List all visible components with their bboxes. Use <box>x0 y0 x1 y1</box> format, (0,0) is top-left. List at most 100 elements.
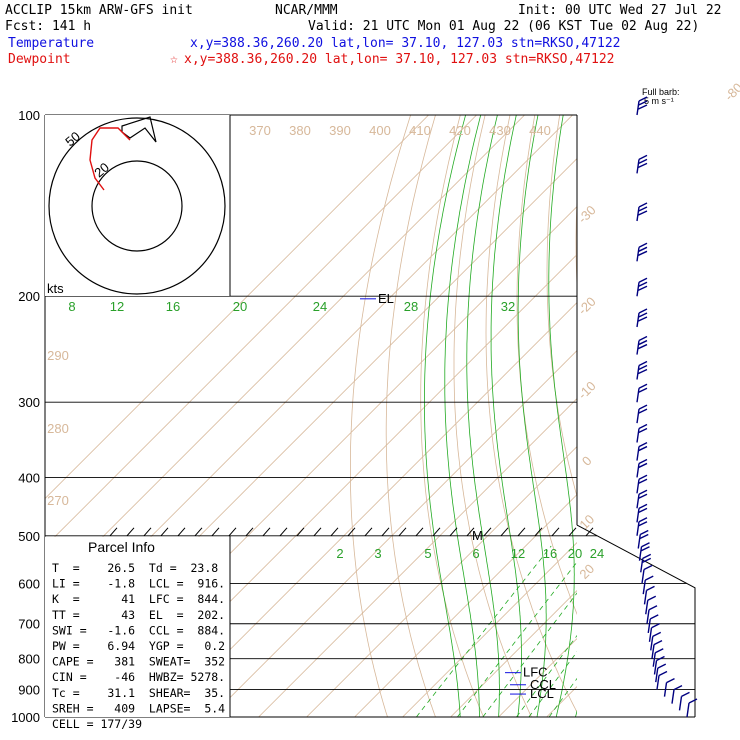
hatch-mark <box>517 527 526 537</box>
wind-barb-flag <box>638 445 648 452</box>
isotherm-line <box>306 446 577 717</box>
dry-adiabat-line <box>709 115 740 717</box>
isotherm-line <box>402 542 577 717</box>
wind-barb-staff <box>636 365 640 380</box>
hatch-mark <box>313 527 322 537</box>
wind-barb-staff <box>636 282 640 297</box>
wind-barb-flag <box>646 585 655 591</box>
hatch-mark <box>432 527 441 537</box>
wind-barb-flag <box>641 542 650 548</box>
dry-adiabat-line <box>516 115 577 616</box>
org-label: NCAR/MMM <box>275 3 338 18</box>
wind-barb-flag <box>638 246 648 252</box>
wind-barb-staff <box>646 609 650 624</box>
wind-barb-flag <box>649 614 659 620</box>
isotherm-line <box>210 350 577 717</box>
wind-barb-flag <box>647 595 657 601</box>
forecast-hour: Fcst: 141 h <box>5 19 91 34</box>
wind-barb-staff <box>636 446 640 461</box>
pressure-tick-label: 1000 <box>11 710 40 725</box>
hatch-mark <box>568 527 577 537</box>
wind-barb-flag <box>638 462 648 469</box>
wind-barb-flag <box>642 557 652 563</box>
wind-barb-flag <box>643 564 653 571</box>
hatch-mark <box>585 527 594 537</box>
hodograph-outer-ring <box>48 117 226 295</box>
isotherm-line <box>691 115 740 717</box>
moist-adiabat-line <box>671 115 740 717</box>
wind-barb-staff <box>651 644 655 659</box>
moist-adiabat-label: 28 <box>404 299 418 314</box>
wind-barb-flag <box>638 423 648 430</box>
wind-barb-flag <box>673 684 683 691</box>
wind-barb-flag <box>644 575 654 581</box>
wind-barb-flag <box>666 677 675 684</box>
wind-barb-flag <box>638 387 648 393</box>
wind-barb-staff <box>642 580 646 595</box>
wind-barb-staff <box>636 463 640 478</box>
pressure-tick-label: 400 <box>18 470 40 485</box>
moist-adiabat-line <box>548 115 575 717</box>
wind-barb-flag <box>638 277 648 283</box>
isotherm-tick-label: 10 <box>576 512 597 533</box>
parcel-info-row: TT = 43 EL = 202. <box>52 608 225 622</box>
plot-right-border-slanted <box>576 524 696 717</box>
hatch-mark <box>194 527 203 537</box>
dewpoint-location: x,y=388.36,260.20 lat,lon= 37.10, 127.03… <box>184 52 614 67</box>
level-label: M <box>472 528 483 543</box>
wind-barb-staff <box>636 428 640 443</box>
isotherm-line <box>450 590 577 717</box>
wind-barb-flag <box>638 489 648 495</box>
hatch-mark <box>381 527 390 537</box>
isotherm-line <box>45 115 429 500</box>
isotherm-line <box>643 115 740 717</box>
dewpoint-profile <box>611 115 740 717</box>
mixing-ratio-line <box>617 546 738 717</box>
wind-barb-staff <box>653 660 658 675</box>
dry-adiabat-line <box>658 115 740 717</box>
theta-label: 430 <box>489 123 511 138</box>
isotherm-tick-label: 0 <box>579 453 595 469</box>
wind-barb-flag <box>638 162 648 168</box>
wind-barb-flag <box>638 383 648 389</box>
wind-barb-staff <box>636 340 640 355</box>
wind-barb-flag <box>638 517 648 523</box>
wind-barb-staff <box>636 159 640 174</box>
wind-barb-flag <box>638 158 648 164</box>
dry-adiabat-line <box>631 115 740 717</box>
parcel-info-row: CELL = 177/39 <box>52 717 142 731</box>
wind-barb-staff <box>636 494 640 509</box>
level-label: CCL <box>530 677 556 692</box>
moist-adiabat-line <box>444 115 482 717</box>
hatch-mark <box>449 527 458 537</box>
hodograph-background <box>45 115 230 296</box>
level-label: LCL <box>530 686 554 701</box>
wind-barb-flag <box>638 335 648 342</box>
wind-barb-flag <box>653 640 663 646</box>
hatch-mark <box>330 527 339 537</box>
isotherm-line <box>45 115 477 548</box>
wind-barb-flag <box>656 655 665 662</box>
mixing-ratio-label: 16 <box>543 546 557 561</box>
wind-barb-staff <box>636 312 640 328</box>
wind-barb-flag <box>638 458 648 465</box>
mixing-ratio-label: 24 <box>590 546 604 561</box>
temperature-location: x,y=388.36,260.20 lat,lon= 37.10, 127.03… <box>190 36 620 51</box>
wind-barb-flag <box>638 408 648 414</box>
theta-label: 380 <box>289 123 311 138</box>
wind-barb-staff <box>636 521 640 536</box>
wind-barb-flag <box>638 242 648 248</box>
moist-adiabat-line <box>652 115 740 717</box>
wind-barb-staff <box>636 479 640 494</box>
wind-barb-flag <box>638 339 648 346</box>
isotherm-line <box>498 638 577 717</box>
wind-barb-staff <box>655 667 659 683</box>
isotherm-line <box>162 302 577 717</box>
mixing-ratio-line <box>516 634 577 717</box>
wind-barb-staff <box>686 702 690 718</box>
wind-barb-flag <box>638 210 648 216</box>
isotherm-tick-label: -10 <box>575 378 599 402</box>
barb-key-units: 5 m s⁻¹ <box>644 96 674 106</box>
mixing-ratio-label: 2 <box>336 546 343 561</box>
